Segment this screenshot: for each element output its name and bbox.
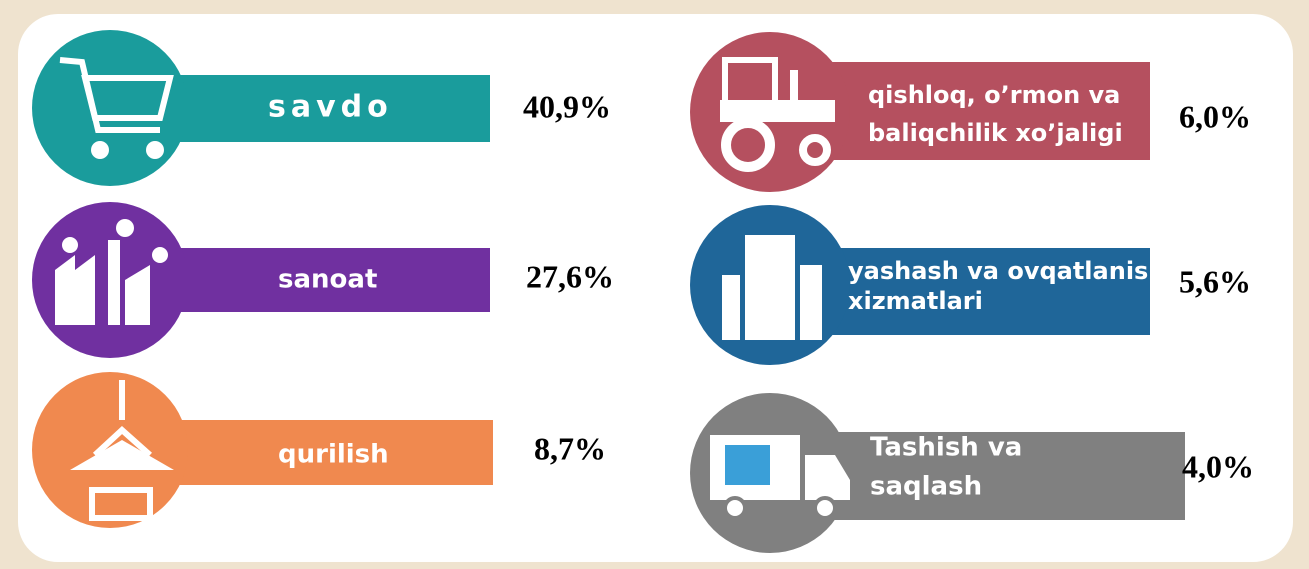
label-line: yashash va ovqatlanish <box>848 257 1165 285</box>
item-tashish: Tashish va saqlash 4,0% <box>690 393 1254 553</box>
value: 5,6% <box>1179 263 1251 299</box>
value: 40,9% <box>523 88 611 124</box>
icon-cart <box>59 57 174 159</box>
label: qurilish <box>278 440 389 470</box>
label-line: baliqchilik xo’jaligi <box>868 119 1123 147</box>
item-qishloq: qishloq, o’rmon va baliqchilik xo’jaligi… <box>690 32 1251 192</box>
label-line: qishloq, o’rmon va <box>868 81 1120 109</box>
item-savdo: savdo 40,9% <box>32 30 611 186</box>
label-line: xizmatlari <box>848 287 983 315</box>
value: 8,7% <box>534 430 606 466</box>
icon-hotel <box>722 235 822 340</box>
value: 4,0% <box>1182 448 1254 484</box>
icon-truck <box>710 435 850 520</box>
item-sanoat: sanoat 27,6% <box>32 202 614 358</box>
label: savdo <box>268 90 393 125</box>
label: sanoat <box>278 265 377 295</box>
icon-tractor <box>720 57 835 172</box>
item-qurilish: qurilish 8,7% <box>32 372 606 528</box>
value: 27,6% <box>526 258 614 294</box>
value: 6,0% <box>1179 98 1251 134</box>
icon-factory <box>55 219 168 325</box>
label-line: saqlash <box>870 472 982 502</box>
item-yashash: yashash va ovqatlanish xizmatlari 5,6% <box>690 205 1251 365</box>
label-line: Tashish va <box>870 433 1022 463</box>
icon-house <box>70 380 174 521</box>
